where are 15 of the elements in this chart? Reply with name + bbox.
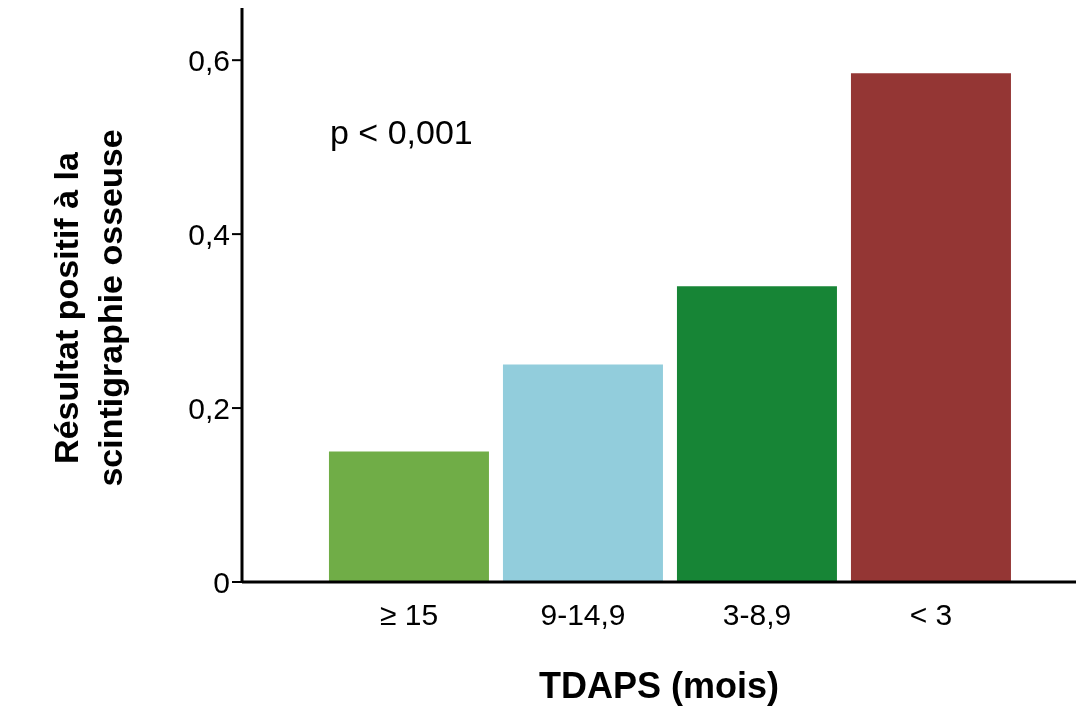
bar bbox=[850, 73, 1011, 582]
x-tick-label: ≥ 15 bbox=[379, 598, 439, 632]
y-tick-label: 0,6 bbox=[188, 43, 230, 77]
x-axis-title: TDAPS (mois) bbox=[538, 665, 780, 706]
bar bbox=[502, 364, 663, 582]
bar bbox=[328, 451, 489, 582]
y-tick-label: 0,4 bbox=[188, 217, 230, 251]
x-tick-label: < 3 bbox=[909, 598, 953, 632]
x-tick-label: 9-14,9 bbox=[540, 598, 626, 632]
y-tick-label: 0 bbox=[213, 565, 230, 599]
x-tick-label: 3-8,9 bbox=[722, 598, 792, 632]
y-axis-title: Résultat positif à la scintigraphie osseuse bbox=[46, 128, 130, 489]
y-tick-label: 0,2 bbox=[188, 391, 230, 425]
annotation: p < 0,001 bbox=[330, 113, 473, 152]
bar bbox=[676, 286, 837, 582]
